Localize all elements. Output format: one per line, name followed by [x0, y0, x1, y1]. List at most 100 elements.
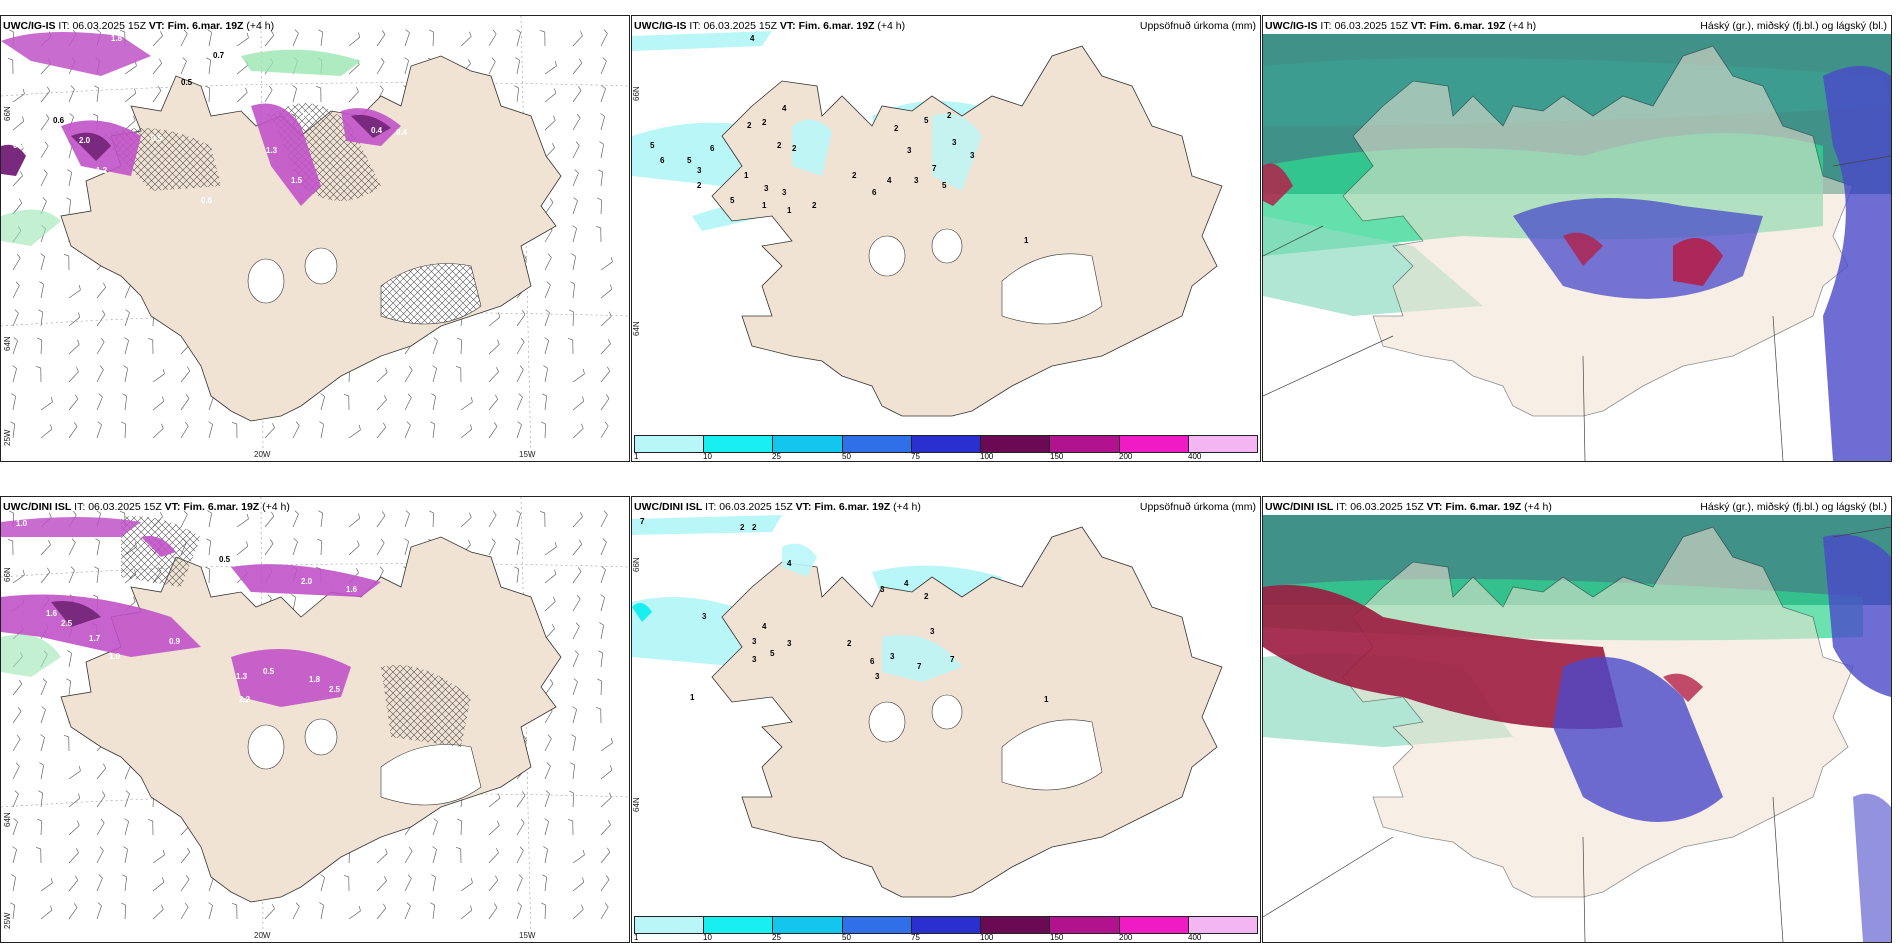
colorbar-segment: [773, 917, 843, 933]
wind-barb: [432, 340, 438, 355]
wind-barb: [12, 424, 16, 439]
wind-barb-flag: [492, 29, 497, 35]
value-label: 4: [762, 622, 767, 631]
wind-barb-flag: [157, 86, 162, 91]
value-label: 3: [880, 585, 885, 594]
wind-barb-flag: [495, 875, 499, 881]
wind-barb: [544, 396, 548, 411]
wind-barb-flag: [63, 734, 69, 738]
wind-barb: [544, 424, 547, 439]
wind-barb: [40, 571, 51, 584]
wind-barb: [544, 368, 549, 383]
wind-barb: [264, 34, 275, 47]
wind-barb-flag: [470, 397, 473, 403]
wind-barb-flag: [12, 365, 17, 369]
panel-clouds-dini: UWC/DINI ISL IT: 06.03.2025 15Z VT: Fim.…: [1262, 496, 1892, 943]
wind-barb-flag: [570, 762, 575, 766]
wind-barb: [12, 877, 17, 892]
wind-barb: [292, 425, 300, 439]
wind-barb: [348, 545, 360, 556]
wind-barb: [124, 424, 127, 439]
wind-barb-flag: [98, 393, 103, 398]
wind-barb: [600, 261, 613, 271]
wind-barb-flag: [381, 30, 386, 35]
wind-barb-flag: [207, 510, 212, 514]
colorbar-tick: 200: [1119, 452, 1133, 461]
wind-barb: [124, 312, 130, 327]
wind-barb: [460, 36, 472, 47]
wind-barb: [68, 172, 73, 187]
value-label: 3: [697, 166, 702, 175]
wind-barb: [152, 90, 162, 103]
value-label: 2: [894, 124, 899, 133]
wind-barb-flag: [183, 510, 188, 515]
wind-barb-flag: [545, 790, 550, 795]
wind-barb: [572, 172, 579, 187]
wind-barb: [488, 514, 497, 528]
wind-barb: [572, 709, 577, 724]
value-label: 0.9: [13, 141, 25, 150]
wind-barb-flag: [519, 365, 524, 370]
wind-barb-flag: [10, 902, 15, 906]
wind-barb-flag: [610, 765, 613, 771]
wind-barb: [404, 397, 412, 411]
wind-barb-flag: [121, 421, 126, 425]
wind-barb: [124, 905, 127, 920]
wind-barb-flag: [67, 650, 72, 654]
wind-barb-flag: [50, 905, 53, 911]
wind-barb-flag: [206, 538, 211, 542]
wind-barb-flag: [93, 594, 98, 598]
wind-barb-flag: [15, 762, 20, 767]
wind-barb-flag: [319, 902, 324, 906]
wind-barb: [404, 60, 409, 75]
wind-barb-flag: [162, 877, 165, 883]
wind-barb-flag: [608, 339, 611, 344]
wind-barb: [544, 202, 554, 215]
wind-barb: [600, 824, 611, 836]
wind-barb-flag: [457, 818, 462, 822]
panel-precip-igis: UWC/IG-IS IT: 06.03.2025 15Z VT: Fim. 6.…: [631, 15, 1261, 462]
wind-barb: [572, 145, 580, 159]
wind-barb-flag: [96, 510, 101, 514]
colorbar-tick: 100: [980, 452, 994, 461]
wind-barb: [208, 88, 211, 103]
wind-barb-flag: [124, 818, 129, 822]
wind-barb-flag: [39, 762, 44, 766]
wind-barb-flag: [205, 85, 210, 89]
wind-barb-flag: [572, 706, 577, 710]
wind-barb: [544, 793, 550, 808]
wind-barb: [432, 424, 436, 439]
wind-barb-flag: [20, 171, 23, 176]
value-label: 2: [847, 639, 852, 648]
wind-barb-flag: [515, 57, 520, 61]
wind-barb: [404, 513, 410, 528]
wind-barb-flag: [468, 59, 471, 64]
value-label: 0.5: [263, 667, 275, 676]
wind-barb: [544, 710, 553, 724]
wind-barb-flag: [160, 512, 163, 517]
coord-66n: 66N: [3, 567, 12, 582]
wind-barb-flag: [469, 31, 472, 37]
value-label: 2: [752, 523, 757, 532]
wind-barb: [208, 60, 212, 75]
wind-barb-flag: [384, 395, 387, 400]
wind-barb: [68, 200, 72, 215]
wind-barb-flag: [70, 566, 75, 571]
wind-barb-flag: [271, 511, 275, 517]
wind-barb: [12, 793, 19, 808]
wind-barb-flag: [601, 85, 606, 90]
wind-barb-flag: [597, 678, 602, 682]
coord-15w: 15W: [519, 450, 536, 459]
value-label: 6: [872, 188, 877, 197]
wind-barb: [68, 797, 81, 808]
panel-title: UWC/IG-IS IT: 06.03.2025 15Z VT: Fim. 6.…: [1265, 20, 1537, 32]
wind-barb-flag: [543, 846, 548, 850]
wind-barb-flag: [406, 421, 411, 426]
wind-barb-flag: [605, 875, 610, 880]
wind-barb-flag: [579, 539, 583, 545]
wind-barb-flag: [187, 366, 191, 372]
wind-barb: [572, 256, 577, 271]
wind-barb-flag: [208, 902, 213, 906]
wind-barb: [12, 766, 20, 780]
colorbar-segment: [981, 436, 1051, 452]
